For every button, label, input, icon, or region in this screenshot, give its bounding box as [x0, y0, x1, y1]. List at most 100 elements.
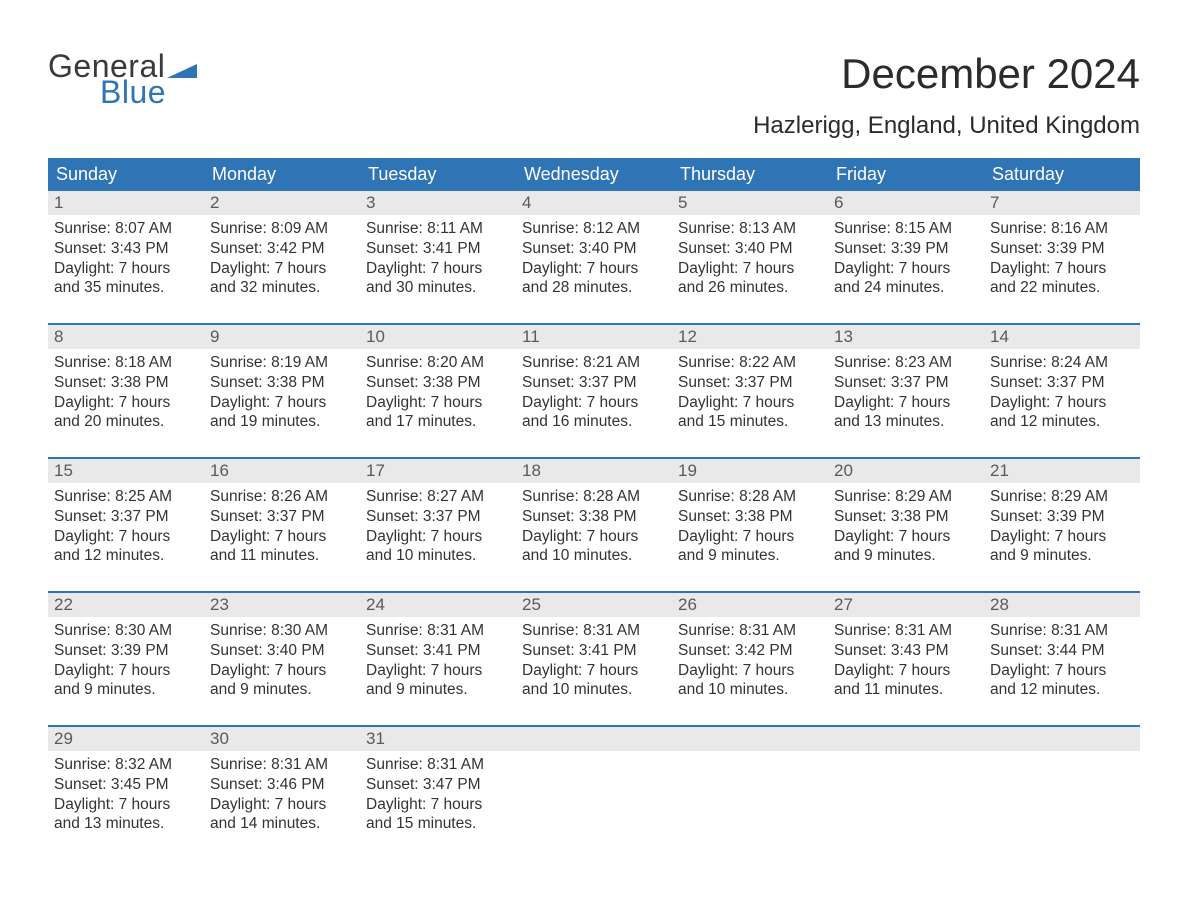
- sunrise-line: Sunrise: 8:18 AM: [54, 353, 198, 373]
- daylight-line1: Daylight: 7 hours: [366, 527, 510, 547]
- sunset-line: Sunset: 3:43 PM: [54, 239, 198, 259]
- daylight-line1: Daylight: 7 hours: [522, 661, 666, 681]
- calendar-day: 1Sunrise: 8:07 AMSunset: 3:43 PMDaylight…: [48, 191, 204, 309]
- calendar: Sunday Monday Tuesday Wednesday Thursday…: [48, 158, 1140, 845]
- sunset-line: Sunset: 3:38 PM: [834, 507, 978, 527]
- sunset-line: Sunset: 3:37 PM: [990, 373, 1134, 393]
- daylight-line1: Daylight: 7 hours: [990, 393, 1134, 413]
- day-number: 15: [48, 459, 204, 483]
- calendar-day: 27Sunrise: 8:31 AMSunset: 3:43 PMDayligh…: [828, 593, 984, 711]
- daylight-line2: and 10 minutes.: [522, 546, 666, 566]
- sunset-line: Sunset: 3:37 PM: [366, 507, 510, 527]
- sunset-line: Sunset: 3:41 PM: [366, 239, 510, 259]
- daylight-line2: and 17 minutes.: [366, 412, 510, 432]
- day-number: 16: [204, 459, 360, 483]
- day-details: Sunrise: 8:31 AMSunset: 3:46 PMDaylight:…: [204, 751, 360, 834]
- day-details: Sunrise: 8:16 AMSunset: 3:39 PMDaylight:…: [984, 215, 1140, 298]
- calendar-day: 21Sunrise: 8:29 AMSunset: 3:39 PMDayligh…: [984, 459, 1140, 577]
- daylight-line2: and 12 minutes.: [990, 412, 1134, 432]
- calendar-day: 2Sunrise: 8:09 AMSunset: 3:42 PMDaylight…: [204, 191, 360, 309]
- day-details: Sunrise: 8:26 AMSunset: 3:37 PMDaylight:…: [204, 483, 360, 566]
- sunrise-line: Sunrise: 8:31 AM: [678, 621, 822, 641]
- daylight-line1: Daylight: 7 hours: [678, 527, 822, 547]
- day-details: Sunrise: 8:13 AMSunset: 3:40 PMDaylight:…: [672, 215, 828, 298]
- calendar-day: 19Sunrise: 8:28 AMSunset: 3:38 PMDayligh…: [672, 459, 828, 577]
- calendar-day: 6Sunrise: 8:15 AMSunset: 3:39 PMDaylight…: [828, 191, 984, 309]
- daylight-line1: Daylight: 7 hours: [522, 259, 666, 279]
- sunrise-line: Sunrise: 8:31 AM: [522, 621, 666, 641]
- sunrise-line: Sunrise: 8:27 AM: [366, 487, 510, 507]
- day-details: Sunrise: 8:22 AMSunset: 3:37 PMDaylight:…: [672, 349, 828, 432]
- day-details: Sunrise: 8:21 AMSunset: 3:37 PMDaylight:…: [516, 349, 672, 432]
- calendar-weekday-header: Sunday Monday Tuesday Wednesday Thursday…: [48, 158, 1140, 191]
- sunset-line: Sunset: 3:39 PM: [990, 239, 1134, 259]
- weekday-label: Tuesday: [360, 158, 516, 191]
- day-details: Sunrise: 8:31 AMSunset: 3:41 PMDaylight:…: [516, 617, 672, 700]
- day-number: 24: [360, 593, 516, 617]
- sunset-line: Sunset: 3:40 PM: [678, 239, 822, 259]
- day-number: 14: [984, 325, 1140, 349]
- daylight-line1: Daylight: 7 hours: [366, 393, 510, 413]
- day-number: 1: [48, 191, 204, 215]
- daylight-line2: and 9 minutes.: [834, 546, 978, 566]
- calendar-day: 15Sunrise: 8:25 AMSunset: 3:37 PMDayligh…: [48, 459, 204, 577]
- calendar-week: 29Sunrise: 8:32 AMSunset: 3:45 PMDayligh…: [48, 725, 1140, 845]
- sunrise-line: Sunrise: 8:31 AM: [366, 755, 510, 775]
- day-number: [984, 727, 1140, 751]
- sunset-line: Sunset: 3:39 PM: [990, 507, 1134, 527]
- calendar-day: 23Sunrise: 8:30 AMSunset: 3:40 PMDayligh…: [204, 593, 360, 711]
- daylight-line2: and 15 minutes.: [366, 814, 510, 834]
- calendar-day: 24Sunrise: 8:31 AMSunset: 3:41 PMDayligh…: [360, 593, 516, 711]
- daylight-line2: and 9 minutes.: [210, 680, 354, 700]
- flag-icon: [167, 56, 197, 78]
- sunrise-line: Sunrise: 8:31 AM: [990, 621, 1134, 641]
- sunrise-line: Sunrise: 8:15 AM: [834, 219, 978, 239]
- calendar-day: 5Sunrise: 8:13 AMSunset: 3:40 PMDaylight…: [672, 191, 828, 309]
- daylight-line2: and 28 minutes.: [522, 278, 666, 298]
- day-details: Sunrise: 8:24 AMSunset: 3:37 PMDaylight:…: [984, 349, 1140, 432]
- calendar-day: [672, 727, 828, 845]
- sunrise-line: Sunrise: 8:28 AM: [522, 487, 666, 507]
- sunset-line: Sunset: 3:38 PM: [210, 373, 354, 393]
- sunset-line: Sunset: 3:40 PM: [522, 239, 666, 259]
- sunrise-line: Sunrise: 8:26 AM: [210, 487, 354, 507]
- sunrise-line: Sunrise: 8:23 AM: [834, 353, 978, 373]
- day-number: 30: [204, 727, 360, 751]
- day-number: 26: [672, 593, 828, 617]
- sunset-line: Sunset: 3:37 PM: [522, 373, 666, 393]
- sunrise-line: Sunrise: 8:24 AM: [990, 353, 1134, 373]
- daylight-line2: and 22 minutes.: [990, 278, 1134, 298]
- day-details: Sunrise: 8:19 AMSunset: 3:38 PMDaylight:…: [204, 349, 360, 432]
- day-details: Sunrise: 8:30 AMSunset: 3:40 PMDaylight:…: [204, 617, 360, 700]
- calendar-day: 8Sunrise: 8:18 AMSunset: 3:38 PMDaylight…: [48, 325, 204, 443]
- page-title: December 2024: [841, 50, 1140, 98]
- sunrise-line: Sunrise: 8:31 AM: [210, 755, 354, 775]
- daylight-line2: and 9 minutes.: [990, 546, 1134, 566]
- daylight-line2: and 30 minutes.: [366, 278, 510, 298]
- day-details: Sunrise: 8:27 AMSunset: 3:37 PMDaylight:…: [360, 483, 516, 566]
- calendar-day: 25Sunrise: 8:31 AMSunset: 3:41 PMDayligh…: [516, 593, 672, 711]
- day-number: 2: [204, 191, 360, 215]
- sunset-line: Sunset: 3:38 PM: [54, 373, 198, 393]
- day-number: 6: [828, 191, 984, 215]
- sunrise-line: Sunrise: 8:25 AM: [54, 487, 198, 507]
- calendar-day: 11Sunrise: 8:21 AMSunset: 3:37 PMDayligh…: [516, 325, 672, 443]
- sunset-line: Sunset: 3:41 PM: [366, 641, 510, 661]
- daylight-line1: Daylight: 7 hours: [54, 795, 198, 815]
- daylight-line2: and 13 minutes.: [834, 412, 978, 432]
- sunrise-line: Sunrise: 8:31 AM: [366, 621, 510, 641]
- day-number: 7: [984, 191, 1140, 215]
- daylight-line2: and 11 minutes.: [834, 680, 978, 700]
- brand-word2: Blue: [100, 76, 197, 108]
- calendar-day: 17Sunrise: 8:27 AMSunset: 3:37 PMDayligh…: [360, 459, 516, 577]
- daylight-line1: Daylight: 7 hours: [366, 795, 510, 815]
- day-number: 29: [48, 727, 204, 751]
- sunset-line: Sunset: 3:45 PM: [54, 775, 198, 795]
- page-header: General Blue December 2024: [48, 50, 1140, 108]
- day-number: 4: [516, 191, 672, 215]
- calendar-day: 9Sunrise: 8:19 AMSunset: 3:38 PMDaylight…: [204, 325, 360, 443]
- weekday-label: Thursday: [672, 158, 828, 191]
- day-number: 31: [360, 727, 516, 751]
- daylight-line1: Daylight: 7 hours: [522, 393, 666, 413]
- calendar-day: 22Sunrise: 8:30 AMSunset: 3:39 PMDayligh…: [48, 593, 204, 711]
